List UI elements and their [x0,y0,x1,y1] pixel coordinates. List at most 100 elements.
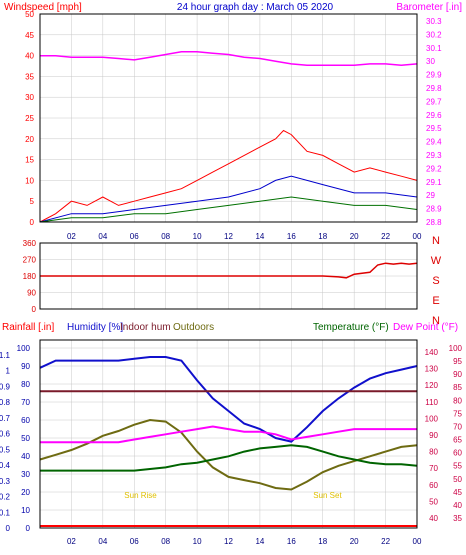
windspeed-tick: 40 [25,52,34,61]
sunset-label: Sun Set [313,491,342,500]
wind-x-tick: 00 [413,232,422,241]
dewpoint-tick: 45 [453,488,462,497]
barometer-tick: 30.2 [426,30,442,39]
windspeed-tick: 45 [25,31,34,40]
dewpoint-tick: 100 [449,344,463,353]
series-wind [39,196,418,223]
humidity-tick: 10 [21,506,30,515]
compass-label: W [431,255,442,267]
temperature-tick: 110 [425,398,438,407]
temperature-x-tick: 08 [161,537,170,546]
humidity-axis-title: Humidity [%] [67,322,123,333]
temperature-x-tick: 00 [413,537,422,546]
temperature-x-tick: 20 [350,537,359,546]
rainfall-tick: 1 [6,367,11,376]
series-average [39,175,418,223]
barometer-tick: 29.3 [426,151,442,160]
windspeed-tick: 30 [25,93,34,102]
windspeed-tick: 35 [25,72,34,81]
temperature-tick: 90 [429,431,438,440]
temperature-tick: 60 [429,481,438,490]
barometer-tick: 30.1 [426,44,442,53]
barometer-tick: 29.4 [426,138,442,147]
dewpoint-tick: 85 [453,383,462,392]
barometer-tick: 29.1 [426,178,442,187]
wind-x-tick: 20 [350,232,359,241]
series-temperature [40,444,418,472]
temperature-x-tick: 10 [193,537,202,546]
compass-label: N [432,315,440,327]
wind-x-tick: 08 [161,232,170,241]
indoor-hum-label: Indoor hum [120,322,171,333]
series-outdoor [39,418,418,491]
series-barometer [40,51,418,66]
dewpoint-tick: 50 [453,475,462,484]
windspeed-tick: 15 [25,156,34,165]
rainfall-tick: 0 [6,524,11,533]
series-gust [39,129,418,223]
rainfall-tick: 0.2 [0,493,11,502]
rainfall-tick: 1.1 [0,351,11,360]
temperature-tick: 40 [429,514,438,523]
dewpoint-tick: 80 [453,396,462,405]
dewpoint-tick: 55 [453,462,462,471]
temperature-tick: 130 [425,365,439,374]
rainfall-tick: 0.6 [0,430,11,439]
temperature-x-tick: 12 [224,537,233,546]
wind-x-tick: 16 [287,232,296,241]
dewpoint-tick: 90 [453,370,462,379]
dewpoint-axis-title: Dew Point (°F) [393,322,458,333]
sunrise-label: Sun Rise [124,491,157,500]
temperature-tick: 70 [429,464,438,473]
chart-title: 24 hour graph day : March 05 2020 [177,2,334,13]
direction-tick: 90 [27,289,36,298]
humidity-tick: 50 [21,434,30,443]
direction-tick-labels: 0 90 180 270 360 [23,239,37,314]
dewpoint-tick: 40 [453,501,462,510]
dewpoint-tick: 65 [453,436,462,445]
dewpoint-tick-labels: 35 40 45 50 55 60 65 70 75 80 85 90 95 100 [449,344,463,523]
barometer-tick: 29.2 [426,164,442,173]
rainfall-tick-labels: 0 0.1 0.2 0.3 0.4 0.5 0.6 0.7 0.8 0.9 1 1.1 [0,351,11,533]
direction-tick: 0 [32,305,37,314]
humidity-tick: 70 [21,398,30,407]
wind-x-tick-labels: 02 04 06 08 10 12 14 16 18 20 22 00 [67,232,422,241]
dewpoint-tick: 60 [453,449,462,458]
temperature-tick: 100 [425,414,439,423]
humidity-tick: 80 [21,380,30,389]
barometer-tick: 29.6 [426,111,442,120]
temperature-x-tick: 22 [381,537,390,546]
barometer-tick: 29 [426,191,435,200]
wind-x-tick: 22 [381,232,390,241]
windspeed-axis-title: Windspeed [mph] [4,2,82,13]
barometer-tick: 30 [426,57,435,66]
rainfall-tick: 0.5 [0,445,11,454]
temperature-plot-frame [39,339,418,529]
windspeed-tick: 10 [25,176,34,185]
humidity-tick: 40 [21,452,30,461]
barometer-tick: 28.9 [426,205,442,214]
rainfall-tick: 0.3 [0,477,11,486]
humidity-tick: 20 [21,488,30,497]
temperature-tick: 140 [425,348,439,357]
barometer-tick: 30.3 [426,17,442,26]
dewpoint-tick: 70 [453,422,462,431]
barometer-tick: 29.7 [426,97,442,106]
barometer-axis-title: Barometer [.in] [396,2,462,13]
barometer-tick: 29.5 [426,124,442,133]
temperature-x-tick: 14 [255,537,264,546]
series-direction [40,262,418,279]
dewpoint-tick: 75 [453,409,462,418]
temperature-x-tick: 04 [98,537,107,546]
temperature-humidity-panel: Rainfall [.in] Humidity [%] Indoor hum O… [0,322,463,546]
direction-tick: 270 [23,256,37,265]
temperature-axis-title: Temperature (°F) [313,322,389,333]
rainfall-tick: 0.8 [0,398,11,407]
windspeed-tick: 25 [25,114,34,123]
wind-barometer-panel: Windspeed [mph] 24 hour graph day : Marc… [4,2,462,241]
windspeed-tick-labels: 0 5 10 15 20 25 30 35 40 45 50 [25,10,34,227]
wind-x-tick: 18 [318,232,327,241]
wind-x-tick: 12 [224,232,233,241]
